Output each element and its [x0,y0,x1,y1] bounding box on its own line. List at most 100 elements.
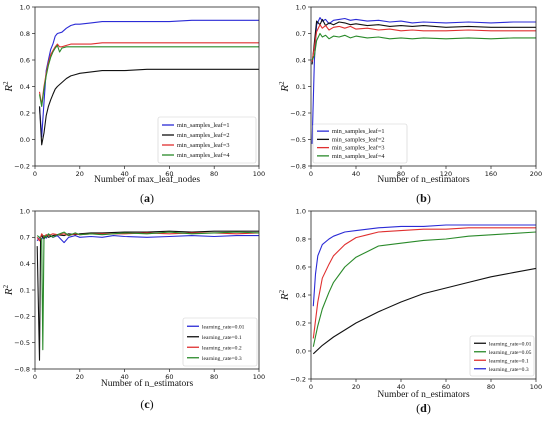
x-tick-label: 60 [442,383,450,391]
x-tick-label: 40 [397,383,405,391]
y-tick-label: 1.0 [20,207,30,215]
series-line-3 [311,24,536,62]
y-axis-label: R2 [2,81,15,93]
panel-b: 0 40 80 120 160 200 −0.8 −0.5 −0.2 0.1 0.4 0.7 1.0 Nu… [278,3,542,205]
legend-entry: min_samples_leaf=2 [332,136,385,143]
series-line-4 [36,231,259,351]
legend-entry: learning_rate=0.1 [202,335,242,341]
panel-label: (c) [140,397,153,411]
y-axis-label: R2 [2,284,15,296]
series-line-1 [312,267,536,355]
series-line-2 [312,231,536,347]
y-tick-label: 0.4 [296,56,306,64]
legend-entry: learning_rate=0.05 [489,350,532,356]
y-tick-label: 1.0 [296,3,306,11]
panel-label: (a) [140,191,154,205]
legend-entry: learning_rate=0.3 [202,356,242,362]
y-tick-label: 0.4 [296,291,306,299]
panel-c: 0 20 40 60 80 100 −0.8 −0.5 −0.2 0.1 0.4 0.7 1.0 Numb… [2,207,265,411]
x-tick-label: 60 [165,170,173,178]
y-tick-label: 0.6 [20,56,30,64]
panel-label: (b) [416,191,431,205]
x-tick-label: 20 [352,383,360,391]
x-axis-label: Number of n_estimators [377,174,470,185]
series-line-4 [311,32,536,61]
x-tick-label: 80 [210,170,218,178]
y-tick-label: −0.5 [14,339,30,347]
x-tick-label: 100 [253,170,265,178]
y-tick-label: 0.0 [20,136,30,144]
series-line-1 [36,234,259,244]
legend-entry: min_samples_leaf=1 [332,128,385,135]
series-line-2 [311,18,536,65]
x-tick-label: 100 [253,373,265,381]
legend-entry: min_samples_leaf=3 [177,142,230,149]
x-tick-label: 120 [440,170,452,178]
x-tick-label: 60 [165,373,173,381]
y-tick-label: 0.4 [20,83,30,91]
y-axis-label: R2 [278,289,291,301]
panel-label: (d) [416,401,431,415]
y-tick-label: 0.7 [296,30,306,38]
y-tick-label: −0.2 [290,375,306,383]
y-tick-label: 1.0 [296,207,306,215]
x-axis-label: Number of n_estimators [101,378,194,389]
series-line-4 [312,224,536,307]
y-tick-label: 0.1 [296,83,306,91]
y-tick-label: 0.8 [296,235,306,243]
legend-entry: min_samples_leaf=1 [177,122,230,129]
y-tick-label: −0.2 [14,162,30,170]
y-tick-label: 0.0 [296,347,306,355]
x-tick-label: 20 [76,170,84,178]
y-tick-label: −0.8 [290,162,306,170]
legend: learning_rate=0.01 learning_rate=0.05lear… [469,335,535,377]
series-line-3 [38,42,259,106]
legend: min_samples_leaf=1 min_samples_leaf=2 min_… [157,116,257,164]
x-tick-label: 200 [530,170,542,178]
legend-entry: learning_rate=0.3 [489,367,529,373]
x-tick-label: 40 [120,373,128,381]
legend-entry: learning_rate=0.2 [202,345,242,351]
series-group [311,17,536,144]
x-tick-label: 0 [33,170,37,178]
series-group [38,19,259,146]
legend-entry: min_samples_leaf=3 [332,145,385,152]
legend-entry: min_samples_leaf=2 [177,132,230,139]
y-tick-label: 0.2 [296,319,306,327]
y-tick-label: 1.0 [20,3,30,11]
panel-d: 0 20 40 60 80 100 −0.2 0.0 0.2 0.4 0.6 0.8 1.0 Number… [278,207,542,415]
legend-box [182,317,258,367]
y-tick-label: 0.1 [20,286,30,294]
y-tick-label: −0.5 [290,136,306,144]
legend: learning_rate=0.01 learning_rate=0.1learn… [182,317,258,367]
x-axis-label: Number of max_leaf_nodes [94,174,200,185]
y-tick-label: 0.4 [20,260,30,268]
x-tick-label: 0 [309,170,313,178]
y-tick-label: −0.2 [290,109,306,117]
y-tick-label: 0.7 [20,234,30,242]
x-tick-label: 0 [33,373,37,381]
y-tick-label: 0.2 [20,109,30,117]
series-line-2 [38,68,259,146]
y-tick-label: −0.8 [14,365,30,373]
x-axis-label: Number of n_estimators [377,389,470,400]
y-tick-label: 0.8 [20,30,30,38]
y-tick-label: 0.6 [296,263,306,271]
y-axis-label: R2 [278,81,291,93]
x-tick-label: 20 [76,373,84,381]
legend-entry: learning_rate=0.1 [489,358,529,364]
x-tick-label: 80 [210,373,218,381]
legend-box [312,123,408,164]
x-tick-label: 0 [309,383,313,391]
series-line-3 [312,227,536,339]
legend-entry: min_samples_leaf=4 [332,153,385,160]
x-tick-label: 40 [352,170,360,178]
legend-box [469,335,535,377]
legend-entry: min_samples_leaf=4 [177,152,230,159]
series-line-4 [38,44,259,107]
y-tick-label: −0.2 [14,313,30,321]
legend-entry: learning_rate=0.01 [202,324,245,330]
series-group [312,224,536,355]
